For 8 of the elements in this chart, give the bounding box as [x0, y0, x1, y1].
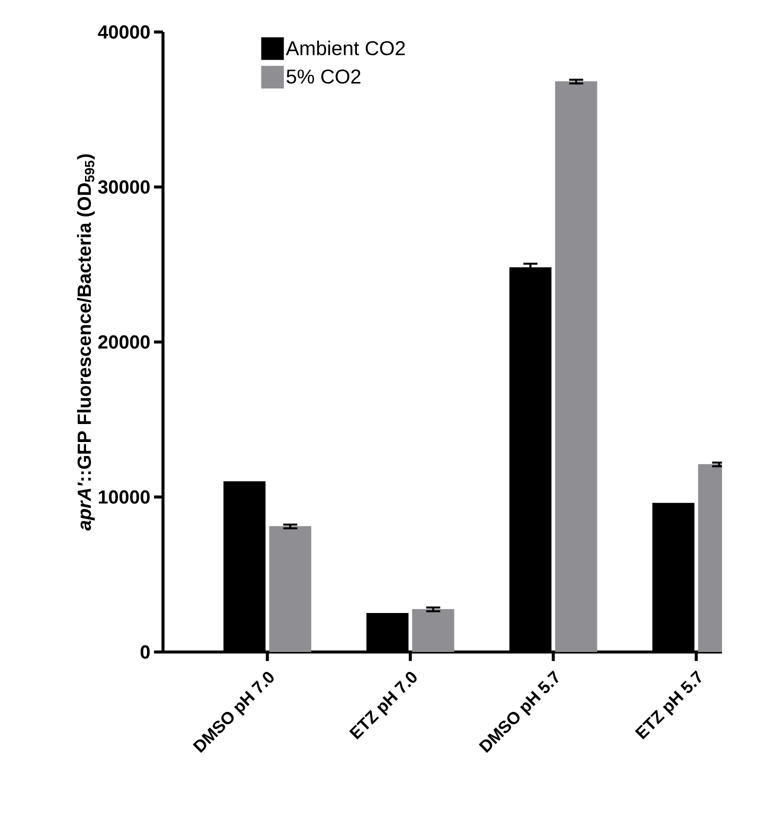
y-tick-label: 0	[140, 645, 150, 659]
y-axis-title: aprA'::GFP Fluorescence/Bacteria (OD$_{595}$)	[77, 154, 95, 531]
y-tick-label: 10000	[98, 490, 150, 504]
legend-label: Ambient CO2	[286, 40, 405, 56]
y-tick-label: 30000	[98, 180, 150, 194]
y-tick-label: 20000	[98, 335, 150, 349]
legend-label: 5% CO2	[286, 69, 360, 84]
y-tick-label: 40000	[98, 25, 150, 39]
